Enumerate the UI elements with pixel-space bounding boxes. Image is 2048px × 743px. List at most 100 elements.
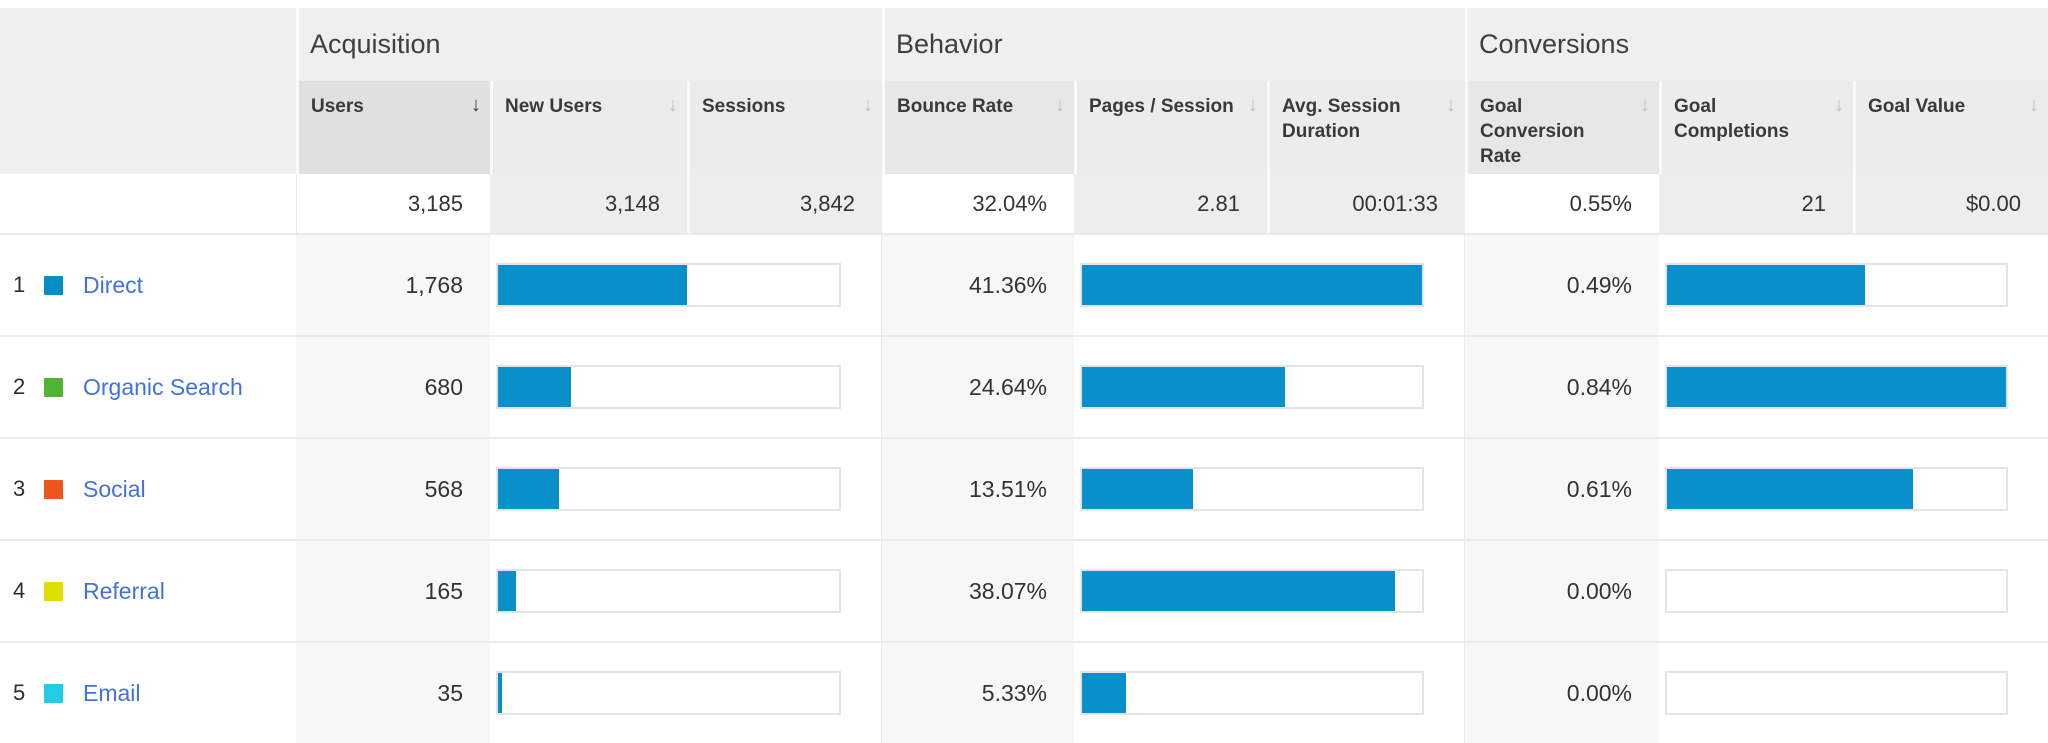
summary-row: 3,185 3,148 3,842 32.04% 2.81 00:01:33 0…: [0, 174, 2048, 235]
column-header-users-label: Users: [311, 96, 364, 117]
channel-link[interactable]: Referral: [83, 577, 165, 604]
summary-users: 3,185: [296, 174, 490, 233]
metric-group-header-row: Acquisition Behavior Conversions: [0, 8, 2048, 81]
goal-rate-value: 0.61%: [1465, 439, 1659, 539]
column-header-new-users-label: New Users: [505, 96, 603, 117]
summary-bounce-rate: 32.04%: [882, 174, 1074, 233]
users-value: 680: [296, 337, 490, 437]
summary-new-users: 3,148: [490, 174, 687, 233]
users-bar-zone: [490, 439, 882, 539]
goal-bar-track: [1665, 365, 2008, 409]
users-value: 568: [296, 439, 490, 539]
channel-link[interactable]: Social: [83, 475, 146, 502]
users-bar-track: [496, 569, 841, 613]
users-value: 165: [296, 541, 490, 641]
sort-icon[interactable]: ↓: [1055, 94, 1065, 116]
users-value: 35: [296, 643, 490, 743]
column-header-sessions-label: Sessions: [702, 96, 786, 117]
row-rank: 1: [13, 272, 26, 297]
bounce-bar: [1082, 469, 1194, 509]
bounce-bar-zone: [1074, 337, 1465, 437]
column-header-goal-completions[interactable]: Goal Completions ↓: [1659, 81, 1853, 174]
column-header-goal-conversion-rate[interactable]: Goal Conversion Rate ↓: [1465, 81, 1659, 174]
users-bar-track: [496, 671, 841, 715]
row-label-cell: 4 Referral: [0, 541, 296, 641]
sort-icon[interactable]: ↓: [1446, 94, 1456, 116]
goal-bar-track: [1665, 467, 2008, 511]
top-strip: [0, 0, 2048, 8]
sort-icon[interactable]: ↓: [2029, 94, 2039, 116]
users-bar-track: [496, 365, 841, 409]
goal-bar-track: [1665, 569, 2008, 613]
users-bar-zone: [490, 643, 882, 743]
users-bar: [498, 673, 502, 713]
goal-bar-zone: [1659, 541, 2048, 641]
channel-swatch: [44, 479, 63, 499]
goal-rate-value: 0.00%: [1465, 643, 1659, 743]
channel-swatch: [44, 275, 63, 295]
column-header-goal-completions-label: Goal Completions: [1674, 96, 1790, 143]
bounce-bar-zone: [1074, 439, 1465, 539]
summary-sessions: 3,842: [687, 174, 882, 233]
sort-descending-icon[interactable]: ↓: [471, 94, 481, 116]
users-value: 1,768: [296, 235, 490, 335]
channel-link[interactable]: Direct: [83, 271, 144, 298]
summary-goal-completions: 21: [1659, 174, 1853, 233]
bounce-bar-track: [1080, 263, 1424, 307]
goal-bar-track: [1665, 671, 2008, 715]
sort-icon[interactable]: ↓: [1834, 94, 1844, 116]
sort-icon[interactable]: ↓: [863, 94, 873, 116]
column-header-new-users[interactable]: New Users ↓: [490, 81, 687, 174]
users-bar: [498, 571, 516, 611]
bounce-rate-value: 38.07%: [882, 541, 1074, 641]
summary-goal-value: $0.00: [1853, 174, 2048, 233]
goal-bar-zone: [1659, 235, 2048, 335]
goal-bar-track: [1665, 263, 2008, 307]
column-header-sessions[interactable]: Sessions ↓: [687, 81, 882, 174]
row-rank: 4: [13, 578, 26, 603]
users-bar-zone: [490, 235, 882, 335]
channel-link[interactable]: Organic Search: [83, 373, 243, 400]
summary-goal-conversion-rate: 0.55%: [1465, 174, 1659, 233]
group-header-behavior: Behavior: [882, 8, 1465, 81]
row-rank: 2: [13, 374, 26, 399]
bounce-bar-track: [1080, 671, 1424, 715]
sort-icon[interactable]: ↓: [1640, 94, 1650, 116]
row-rank: 5: [13, 680, 26, 705]
column-header-bounce-rate[interactable]: Bounce Rate ↓: [882, 81, 1074, 174]
column-header-pages-session[interactable]: Pages / Session ↓: [1074, 81, 1267, 174]
goal-bar: [1667, 469, 1914, 509]
users-bar: [498, 265, 688, 305]
bounce-bar-track: [1080, 569, 1424, 613]
column-header-goal-conversion-rate-label: Goal Conversion Rate: [1480, 96, 1585, 168]
row-label-cell: 1 Direct: [0, 235, 296, 335]
users-bar-track: [496, 263, 841, 307]
column-header-goal-value-label: Goal Value: [1868, 96, 1966, 117]
goal-bar-zone: [1659, 439, 2048, 539]
column-header-avg-session-duration[interactable]: Avg. Session Duration ↓: [1267, 81, 1465, 174]
bounce-bar-track: [1080, 365, 1424, 409]
column-header-spacer: [0, 81, 296, 174]
channel-swatch: [44, 683, 63, 703]
sort-icon[interactable]: ↓: [1248, 94, 1258, 116]
bounce-bar: [1082, 265, 1422, 305]
column-header-users[interactable]: Users ↓: [296, 81, 490, 174]
users-bar: [498, 367, 571, 407]
goal-rate-value: 0.00%: [1465, 541, 1659, 641]
bounce-bar: [1082, 571, 1395, 611]
goal-bar: [1667, 265, 1865, 305]
group-header-spacer: [0, 8, 296, 81]
table-row-social: 3 Social 568 13.51% 0.61%: [0, 439, 2048, 541]
channel-link[interactable]: Email: [83, 679, 141, 706]
goal-bar-zone: [1659, 337, 2048, 437]
goal-bar: [1667, 367, 2006, 407]
column-header-goal-value[interactable]: Goal Value ↓: [1853, 81, 2048, 174]
sort-icon[interactable]: ↓: [668, 94, 678, 116]
channel-swatch: [44, 377, 63, 397]
goal-bar-zone: [1659, 643, 2048, 743]
users-bar-zone: [490, 337, 882, 437]
group-header-conversions: Conversions: [1465, 8, 2048, 81]
column-header-bounce-rate-label: Bounce Rate: [897, 96, 1014, 117]
goal-rate-value: 0.84%: [1465, 337, 1659, 437]
